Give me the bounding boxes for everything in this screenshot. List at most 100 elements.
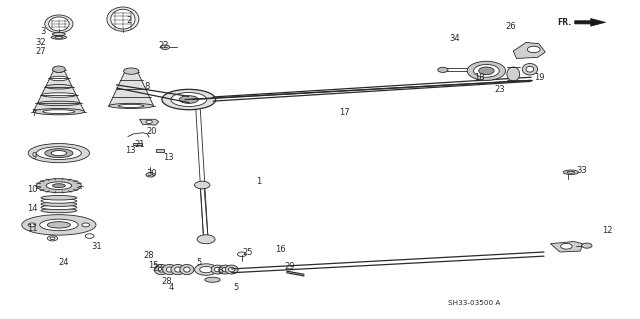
Text: 22: 22: [159, 41, 169, 50]
Ellipse shape: [55, 36, 63, 38]
Ellipse shape: [184, 267, 190, 272]
Text: 29: 29: [285, 262, 295, 271]
Text: FR.: FR.: [557, 18, 572, 27]
Circle shape: [582, 243, 592, 248]
Text: 28: 28: [152, 264, 163, 273]
Circle shape: [200, 266, 212, 273]
FancyBboxPatch shape: [156, 149, 164, 152]
Ellipse shape: [41, 196, 77, 200]
Text: 13: 13: [163, 153, 174, 162]
Circle shape: [161, 45, 170, 49]
Ellipse shape: [171, 93, 207, 107]
Ellipse shape: [479, 67, 494, 75]
Ellipse shape: [154, 264, 168, 275]
Ellipse shape: [171, 264, 185, 275]
Circle shape: [527, 46, 540, 53]
Ellipse shape: [33, 108, 84, 115]
Ellipse shape: [43, 110, 75, 114]
Ellipse shape: [522, 63, 538, 75]
Ellipse shape: [33, 109, 84, 114]
Text: 5: 5: [234, 283, 239, 292]
Text: 4: 4: [169, 283, 174, 292]
Ellipse shape: [563, 170, 579, 174]
Text: 12: 12: [602, 226, 612, 235]
Ellipse shape: [567, 171, 575, 173]
Text: 16: 16: [275, 245, 286, 254]
Text: 2: 2: [127, 16, 132, 25]
Text: 28: 28: [161, 277, 172, 286]
Text: 13: 13: [125, 146, 136, 155]
Ellipse shape: [47, 222, 70, 228]
Text: 23: 23: [494, 85, 505, 94]
Text: 31: 31: [91, 242, 102, 251]
Ellipse shape: [41, 208, 77, 213]
Ellipse shape: [52, 33, 65, 36]
Polygon shape: [575, 19, 605, 26]
Ellipse shape: [42, 93, 76, 97]
Ellipse shape: [214, 267, 221, 272]
Circle shape: [561, 243, 572, 249]
Ellipse shape: [45, 149, 73, 158]
Polygon shape: [33, 70, 84, 112]
Circle shape: [197, 235, 215, 244]
Text: 1: 1: [256, 177, 261, 186]
Ellipse shape: [51, 35, 67, 39]
Text: 28: 28: [143, 251, 154, 260]
Ellipse shape: [107, 7, 139, 31]
Polygon shape: [550, 241, 582, 252]
Text: 32: 32: [35, 38, 46, 47]
Ellipse shape: [180, 264, 194, 275]
Ellipse shape: [54, 68, 64, 72]
Ellipse shape: [41, 205, 77, 210]
Ellipse shape: [163, 264, 177, 275]
Ellipse shape: [211, 265, 224, 274]
Ellipse shape: [36, 179, 81, 193]
Polygon shape: [109, 72, 154, 106]
Text: 25: 25: [242, 248, 252, 257]
Ellipse shape: [52, 66, 65, 72]
Text: 7: 7: [32, 109, 37, 118]
Ellipse shape: [109, 103, 154, 108]
Circle shape: [146, 173, 155, 177]
Circle shape: [82, 223, 90, 227]
Text: 14: 14: [27, 204, 37, 213]
Ellipse shape: [50, 76, 68, 81]
Ellipse shape: [175, 267, 181, 272]
Text: 17: 17: [339, 108, 350, 117]
Ellipse shape: [205, 277, 220, 282]
Ellipse shape: [467, 61, 506, 80]
Ellipse shape: [162, 89, 216, 110]
Text: 30: 30: [146, 169, 157, 178]
Text: 10: 10: [27, 185, 37, 194]
Ellipse shape: [166, 267, 173, 272]
Text: 9: 9: [32, 152, 37, 161]
Ellipse shape: [228, 267, 235, 272]
Text: 26: 26: [506, 22, 516, 31]
Text: 19: 19: [534, 73, 545, 82]
Ellipse shape: [41, 199, 77, 203]
Text: 6: 6: [218, 267, 223, 276]
Ellipse shape: [37, 101, 81, 106]
Ellipse shape: [52, 184, 65, 188]
Ellipse shape: [158, 267, 164, 272]
Polygon shape: [513, 42, 545, 58]
Ellipse shape: [45, 85, 72, 89]
Circle shape: [28, 223, 36, 227]
Ellipse shape: [118, 104, 144, 108]
Ellipse shape: [36, 147, 81, 160]
FancyBboxPatch shape: [133, 143, 142, 145]
Ellipse shape: [22, 215, 96, 235]
Circle shape: [195, 264, 218, 275]
Ellipse shape: [49, 17, 69, 31]
Text: 11: 11: [27, 224, 37, 233]
Text: 18: 18: [474, 73, 484, 82]
Text: 24: 24: [59, 258, 69, 267]
Text: 27: 27: [35, 47, 46, 56]
Ellipse shape: [111, 9, 135, 29]
Text: 20: 20: [146, 127, 156, 136]
Ellipse shape: [41, 202, 77, 206]
Ellipse shape: [28, 144, 90, 163]
Text: 34: 34: [449, 34, 460, 43]
Text: 33: 33: [576, 166, 587, 175]
Ellipse shape: [222, 267, 228, 272]
